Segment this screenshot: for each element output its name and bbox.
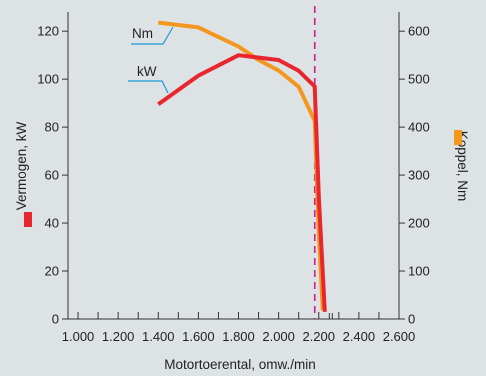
left-y-tick-label: 100 [37,72,59,87]
left-axis-title: Vermogen, kW [14,121,29,210]
series-label-kw: kW [137,64,157,79]
x-tick-label: 1.200 [102,329,135,344]
left-y-tick-label: 20 [45,264,59,279]
kw-leader-line [128,80,169,94]
axes [67,12,400,320]
left-y-tick-label: 60 [45,168,59,183]
x-tick-label: 2.000 [262,329,295,344]
right-y-tick-label: 400 [408,120,430,135]
left-y-tick-label: 40 [45,216,59,231]
left-y-tick-label: 120 [37,24,59,39]
series-line-kw [157,53,327,312]
x-tick-label: 1.800 [222,329,255,344]
right-axis-legend-swatch [454,130,462,145]
right-y-tick-label: 500 [408,72,430,87]
x-tick-label: 1.600 [182,329,215,344]
right-y-tick-label: 0 [408,312,415,327]
tick-marks [62,30,405,320]
series-layer [157,6,327,319]
left-axis-legend-swatch [24,212,32,227]
series-label-nm: Nm [132,26,153,41]
x-tick-label: 2.400 [343,329,376,344]
right-y-tick-label: 200 [408,216,430,231]
x-tick-label: 1.000 [62,329,95,344]
tick-labels: 0 20 40 60 80 100 120 0 100 200 300 400 500 600 1.000 1… [37,24,429,344]
right-y-tick-label: 300 [408,168,430,183]
right-y-tick-label: 600 [408,24,430,39]
left-y-tick-label: 0 [52,312,59,327]
annotations: Nm kW [128,26,174,94]
nm-leader-line [131,26,174,45]
right-y-tick-label: 100 [408,264,430,279]
x-tick-label: 1.400 [142,329,175,344]
x-axis-title: Motortoerental, omw./min [164,357,316,372]
right-axis-title: Koppel, Nm [455,131,470,202]
x-tick-label: 2.600 [383,329,416,344]
x-tick-label: 2.200 [302,329,335,344]
left-y-tick-label: 80 [45,120,59,135]
